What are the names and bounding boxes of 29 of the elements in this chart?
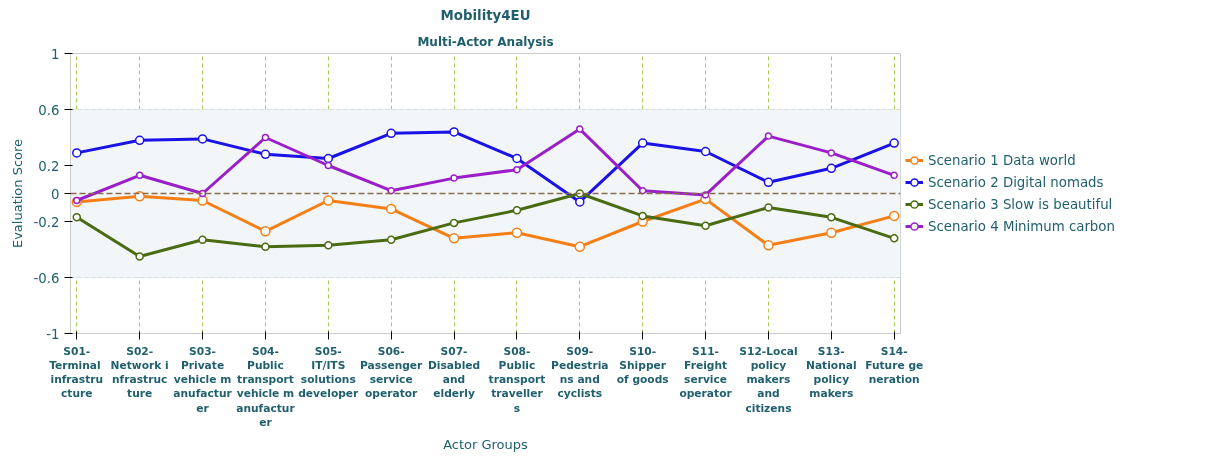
legend-label: Scenario 3 Slow is beautiful (928, 196, 1113, 212)
legend-label: Scenario 2 Digital nomads (928, 174, 1104, 190)
legend-label: Scenario 1 Data world (928, 152, 1076, 168)
x-tick-label: S02-Network infrastructure (110, 344, 169, 401)
y-tick-label: -0.6 (33, 270, 60, 286)
x-tick-label: S09-Pedestrians and cyclists (551, 344, 609, 401)
x-tick-label: S05-IT/ITS solutions developer (298, 344, 360, 401)
y-tick-label: 1 (51, 46, 60, 62)
x-tick-label: S11-Freight service operator (679, 344, 733, 401)
x-tick-label: S14-Future generation (865, 344, 924, 387)
x-tick-label: S13-National policy makers (806, 344, 857, 401)
x-axis-title: Actor Groups (443, 437, 529, 452)
chart-subtitle: Multi-Actor Analysis (417, 34, 554, 49)
y-tick-label: 0 (51, 186, 60, 202)
x-tick-label: S07-Disabled and elderly (427, 344, 481, 401)
y-tick-label: 0.6 (38, 102, 60, 118)
y-tick-label: 0.2 (38, 158, 60, 174)
x-tick-label: S03-Private vehicle manufacturer (173, 344, 233, 415)
x-tick-label: S01-Terminal infrastructure (49, 344, 104, 401)
y-tick-label: -0.2 (33, 214, 60, 230)
legend-label: Scenario 4 Minimum carbon (928, 218, 1115, 234)
x-tick-label: S06-Passenger service operator (360, 344, 424, 401)
x-tick-label: S10-Shipper of goods (616, 344, 669, 387)
chart-title: Mobility4EU (440, 7, 531, 23)
x-tick-label: S12-Local policy makers and citizens (739, 344, 798, 415)
y-axis-title: Evaluation Score (10, 138, 26, 249)
y-tick-label: -1 (46, 326, 60, 342)
x-tick-label: S08-Public transport travellers (488, 344, 546, 415)
x-tick-label: S04-Public transport vehicle manufacturer (236, 344, 296, 429)
